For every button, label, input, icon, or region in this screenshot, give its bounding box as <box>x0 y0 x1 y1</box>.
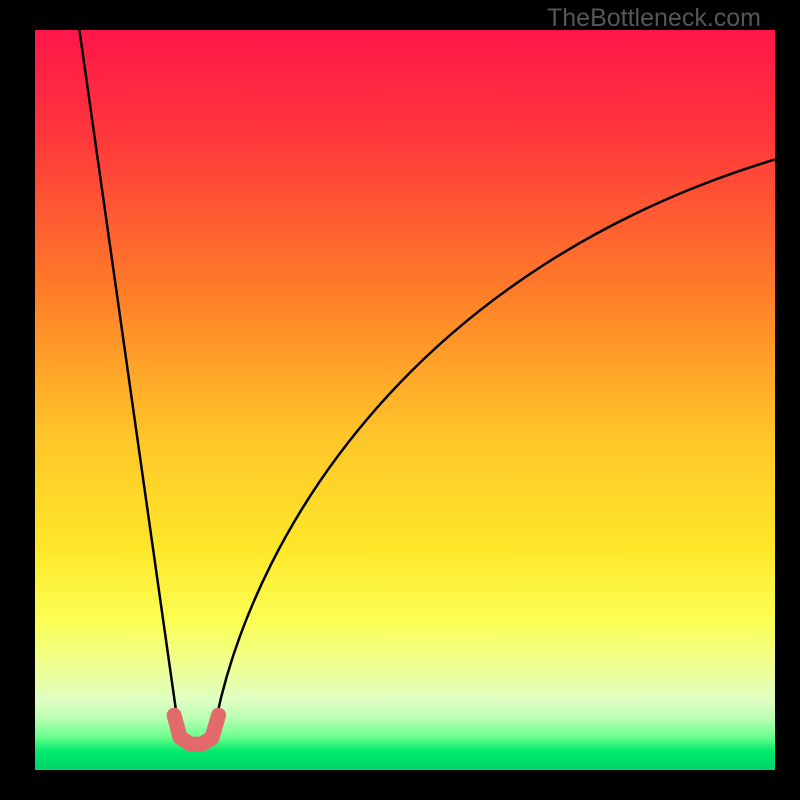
gradient-background <box>35 30 775 770</box>
chart-frame: TheBottleneck.com <box>0 0 800 800</box>
watermark-text: TheBottleneck.com <box>547 4 761 33</box>
plot-area <box>35 30 775 770</box>
